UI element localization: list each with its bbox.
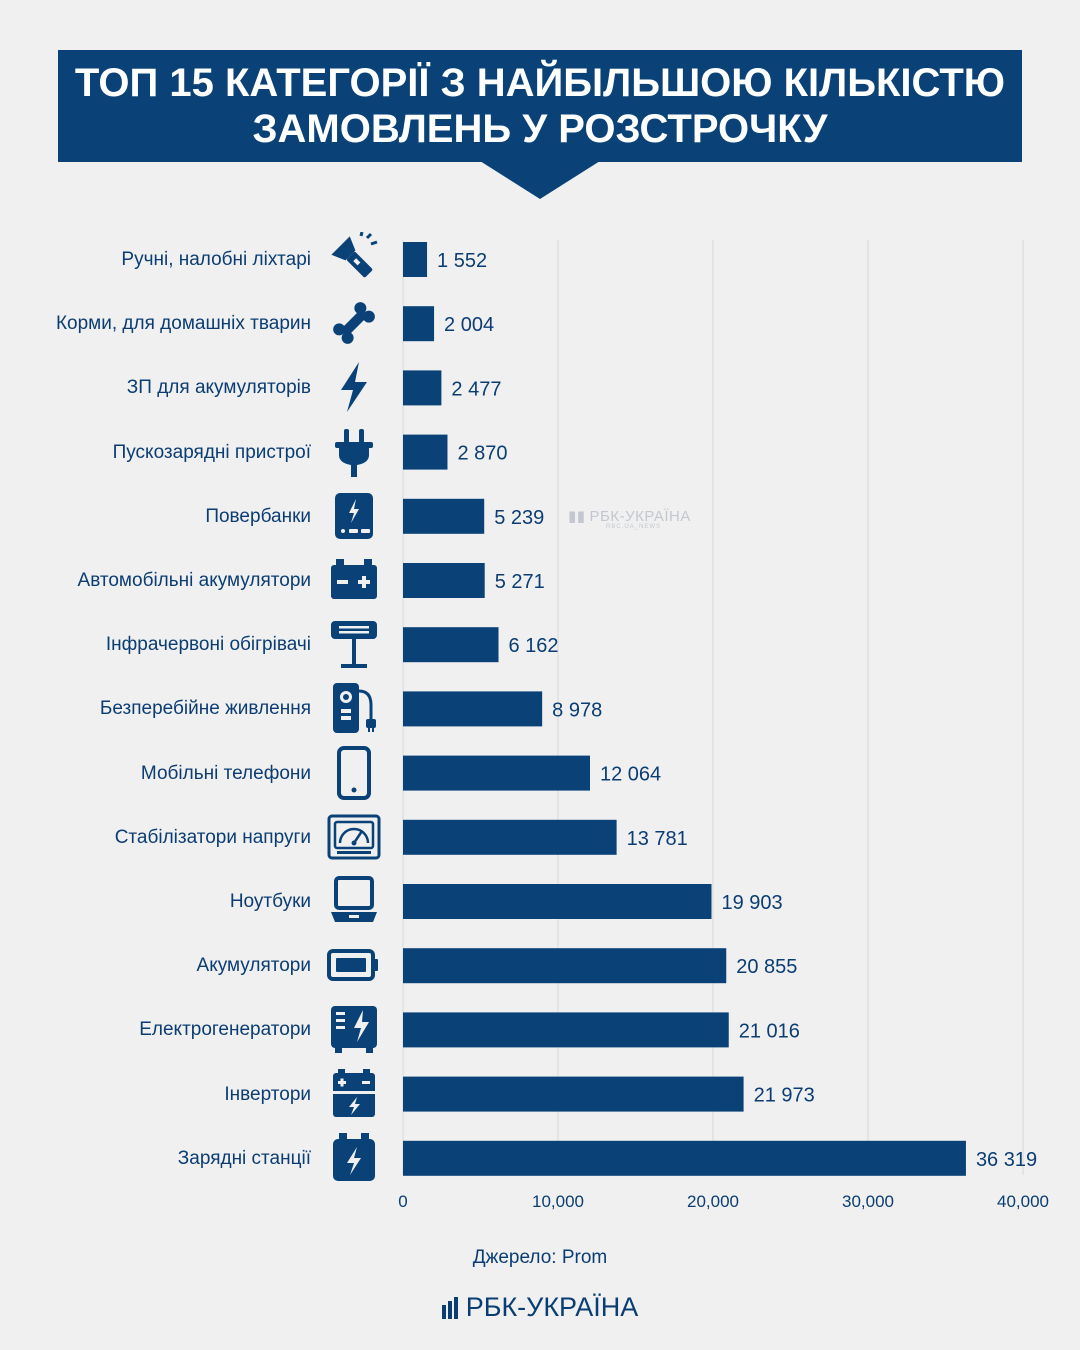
bar (403, 884, 712, 919)
generator-icon (327, 1002, 381, 1056)
watermark-text: РБК-УКРАЇНА (589, 508, 691, 525)
lightning-bolt-icon (327, 360, 381, 414)
category-label: Ноутбуки (229, 891, 311, 912)
value-label: 1 552 (437, 250, 487, 272)
category-label: ЗП для акумуляторів (126, 377, 311, 399)
logo-text: РБК-УКРАЇНА (465, 1292, 639, 1322)
watermark-subtext: RBC.UA_NEWS (606, 524, 662, 530)
x-tick-label: 20,000 (687, 1192, 739, 1211)
value-label: 2 004 (444, 314, 494, 336)
value-label: 36 319 (976, 1149, 1037, 1171)
title-line-2: ЗАМОВЛЕНЬ У РОЗСТРОЧКУ (252, 107, 828, 151)
value-label: 6 162 (509, 635, 559, 657)
infrared-heater-icon (327, 617, 381, 671)
value-label: 2 477 (451, 378, 501, 400)
laptop-icon (327, 874, 381, 928)
bar (403, 755, 590, 791)
ups-icon (327, 681, 381, 735)
value-label: 5 271 (495, 571, 545, 593)
x-tick-label: 30,000 (842, 1192, 894, 1211)
mobile-phone-icon (327, 745, 381, 800)
source-note: Джерело: Prom (472, 1247, 608, 1268)
category-label: Ручні, налобні ліхтарі (121, 249, 311, 270)
bone-icon (327, 296, 381, 350)
x-tick-label: 40,000 (997, 1192, 1049, 1211)
bar-chart: 0 10,000 20,000 30,000 40,000 1 552 2 004 2 477… (398, 240, 1049, 1211)
bar (403, 434, 448, 470)
bar (403, 306, 435, 342)
inverter-icon (327, 1067, 381, 1121)
category-label: Акумулятори (196, 955, 311, 977)
category-label: Автомобільні акумулятори (77, 570, 311, 591)
value-label: 19 903 (721, 892, 782, 914)
bar (403, 627, 499, 663)
bar (403, 370, 442, 406)
bar (403, 1012, 729, 1048)
category-label: Електрогенератори (139, 1019, 311, 1041)
category-label: Стабілізатори напруги (114, 826, 311, 848)
category-label: Мобільні телефони (140, 762, 311, 784)
bar (403, 819, 617, 855)
bar (403, 948, 727, 984)
flashlight-icon (327, 231, 381, 286)
voltage-stabilizer-icon (327, 810, 381, 864)
category-label: Інфрачервоні обігрівачі (105, 634, 311, 656)
value-label: 2 870 (457, 443, 507, 465)
title-pointer (480, 161, 600, 199)
category-label: Пускозарядні пристрої (112, 441, 311, 463)
bar (403, 498, 485, 534)
value-label: 21 016 (739, 1020, 800, 1042)
charging-station-icon (327, 1131, 381, 1185)
category-label: Інвертори (224, 1083, 311, 1105)
plug-icon (327, 425, 381, 479)
category-label: Корми, для домашніх тварин (55, 313, 311, 335)
watermark-mark: ▮▮ (568, 508, 586, 525)
car-battery-icon (327, 553, 381, 607)
title-line-1: ТОП 15 КАТЕГОРІЇ З НАЙБІЛЬШОЮ КІЛЬКІСТЮ (74, 61, 1006, 105)
bar (403, 242, 428, 277)
value-label: 5 239 (494, 507, 544, 529)
title-banner: ТОП 15 КАТЕГОРІЇ З НАЙБІЛЬШОЮ КІЛЬКІСТЮ … (58, 50, 1022, 162)
bar (403, 563, 485, 598)
x-tick-label: 10,000 (532, 1192, 584, 1211)
battery-icon (327, 938, 381, 992)
bar (403, 691, 543, 727)
value-label: 20 855 (736, 956, 797, 978)
logo-mark-icon (441, 1296, 460, 1319)
category-label: Зарядні станції (177, 1147, 311, 1169)
category-label: Безперебійне живлення (99, 698, 311, 720)
value-label: 13 781 (627, 828, 688, 850)
bar (403, 1140, 966, 1176)
value-label: 12 064 (600, 764, 661, 786)
category-label: Повербанки (205, 505, 311, 527)
powerbank-icon (327, 489, 381, 543)
watermark: ▮▮ РБК-УКРАЇНА RBC.UA_NEWS (568, 507, 691, 530)
value-label: 21 973 (754, 1085, 815, 1107)
x-tick-label: 0 (398, 1192, 407, 1211)
rbc-logo: РБК-УКРАЇНА (0, 1292, 1080, 1323)
bar (403, 1076, 744, 1112)
value-label: 8 978 (552, 699, 602, 721)
